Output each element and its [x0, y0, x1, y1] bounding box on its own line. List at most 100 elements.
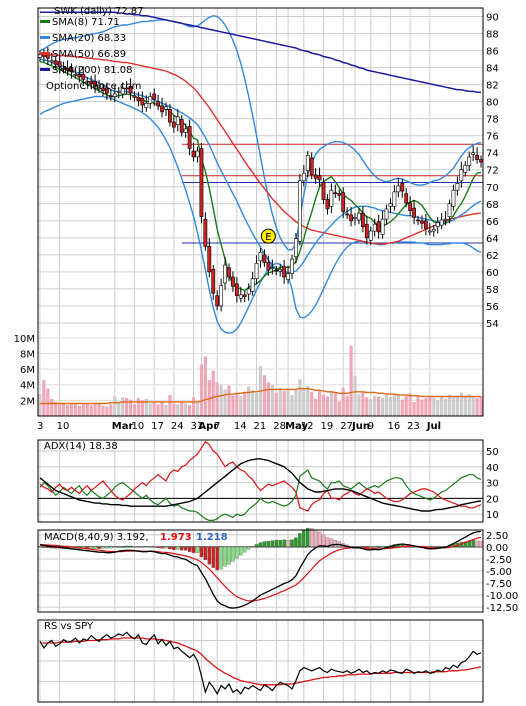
price-tick-label: 74: [486, 149, 499, 160]
volume-bar: [302, 387, 306, 416]
volume-bar: [180, 401, 184, 416]
volume-bar: [239, 395, 243, 416]
volume-bar: [188, 405, 192, 416]
macd-histogram-bar: [333, 539, 338, 548]
volume-bar: [266, 382, 270, 416]
macd-histogram-bar: [199, 546, 204, 558]
volume-bar: [361, 391, 365, 416]
volume-bar: [195, 402, 200, 416]
macd-histogram-bar: [179, 546, 184, 551]
volume-bar: [117, 401, 121, 416]
candle-body: [183, 128, 188, 133]
price-tick-label: 56: [486, 302, 499, 313]
candle-body: [439, 219, 444, 226]
macd-histogram-bar: [140, 546, 145, 548]
price-tick-label: 82: [486, 81, 499, 92]
candle-body: [305, 154, 310, 171]
volume-bar: [396, 394, 400, 416]
price-panel: E: [38, 11, 483, 334]
volume-bar: [125, 398, 129, 416]
volume-bar: [475, 398, 479, 416]
candle-body: [254, 263, 259, 280]
macd-histogram-bar: [42, 546, 46, 548]
macd-histogram-bar: [235, 546, 239, 559]
candle-body: [420, 220, 424, 224]
volume-bar: [61, 403, 66, 416]
macd-signal-label: 1.973: [160, 532, 192, 543]
macd-histogram-bar: [211, 546, 215, 568]
volume-bar: [184, 403, 188, 416]
candle-body: [140, 97, 145, 106]
price-tick-label: 68: [486, 200, 499, 211]
candle-body: [345, 213, 350, 216]
macd-histogram-bar: [298, 533, 302, 548]
price-tick-label: 80: [486, 98, 499, 109]
volume-bar: [436, 400, 440, 416]
candle-body: [132, 95, 137, 98]
candle-body: [250, 278, 255, 292]
x-tick-label: Mar: [112, 421, 134, 432]
macd-histogram-bar: [258, 542, 263, 548]
volume-bar: [353, 376, 357, 416]
macd-line: [39, 530, 482, 609]
price-tick-label: 76: [486, 132, 499, 143]
panel-frame: [37, 529, 484, 613]
rs-panel: [39, 631, 482, 696]
candle-body: [475, 154, 479, 160]
candle-body: [262, 254, 267, 263]
volume-bar: [243, 392, 247, 416]
candle-body: [42, 54, 46, 57]
volume-bar: [54, 401, 58, 416]
volume-bar: [471, 397, 475, 416]
macd-histogram-bar: [274, 539, 279, 548]
rs-label: RS vs SPY: [44, 621, 94, 632]
volume-bar: [231, 395, 235, 416]
candle-body: [238, 294, 243, 299]
macd-histogram-bar: [384, 546, 389, 548]
x-tick-label: 14: [234, 421, 247, 432]
macd-histogram-bar: [187, 546, 192, 552]
macd-histogram-bar: [101, 546, 105, 549]
volume-bar: [321, 394, 326, 416]
volume-bar: [156, 404, 160, 416]
macd-tick-label: -2.50: [486, 555, 512, 566]
volume-bar: [93, 402, 97, 416]
volume-tick-label: 8M: [20, 349, 35, 360]
sma50-line: [40, 54, 482, 245]
candle-body: [148, 96, 153, 104]
rs-average-line: [40, 637, 482, 686]
candle-body: [435, 222, 440, 228]
volume-bar: [443, 398, 448, 416]
macd-tick-label: 2.50: [486, 531, 508, 542]
candle-body: [349, 214, 353, 222]
macd-histogram-bar: [148, 546, 152, 548]
macd-histogram-bar: [97, 546, 101, 549]
minus-di-line: [39, 440, 482, 512]
macd-histogram-bar: [227, 546, 231, 565]
candle-body: [337, 193, 342, 196]
volume-bar: [432, 398, 436, 416]
volume-bar: [455, 395, 460, 416]
candle-body: [380, 218, 385, 235]
macd-histogram-bar: [124, 545, 129, 548]
legend-sma8: SMA(8) 71.71: [52, 17, 120, 28]
adx-tick-label: 40: [486, 463, 499, 474]
x-tick-label: 17: [151, 421, 164, 432]
adx-label: ADX(14) 18.38: [44, 441, 118, 452]
volume-bar: [357, 394, 361, 416]
adx-panel: [38, 440, 483, 522]
volume-bar: [467, 394, 471, 416]
volume-bar: [176, 404, 180, 416]
volume-bar: [298, 379, 302, 416]
candle-body: [364, 223, 369, 239]
volume-bar: [447, 394, 452, 416]
legend-swatch-sma8: [40, 20, 50, 23]
volume-bar: [400, 399, 404, 416]
macd-histogram-bar: [231, 546, 235, 562]
panel-frame: [37, 439, 484, 523]
volume-bar: [329, 392, 333, 416]
x-tick-label: 27: [340, 421, 353, 432]
volume-bar: [191, 397, 196, 416]
macd-histogram-bar: [105, 546, 109, 549]
